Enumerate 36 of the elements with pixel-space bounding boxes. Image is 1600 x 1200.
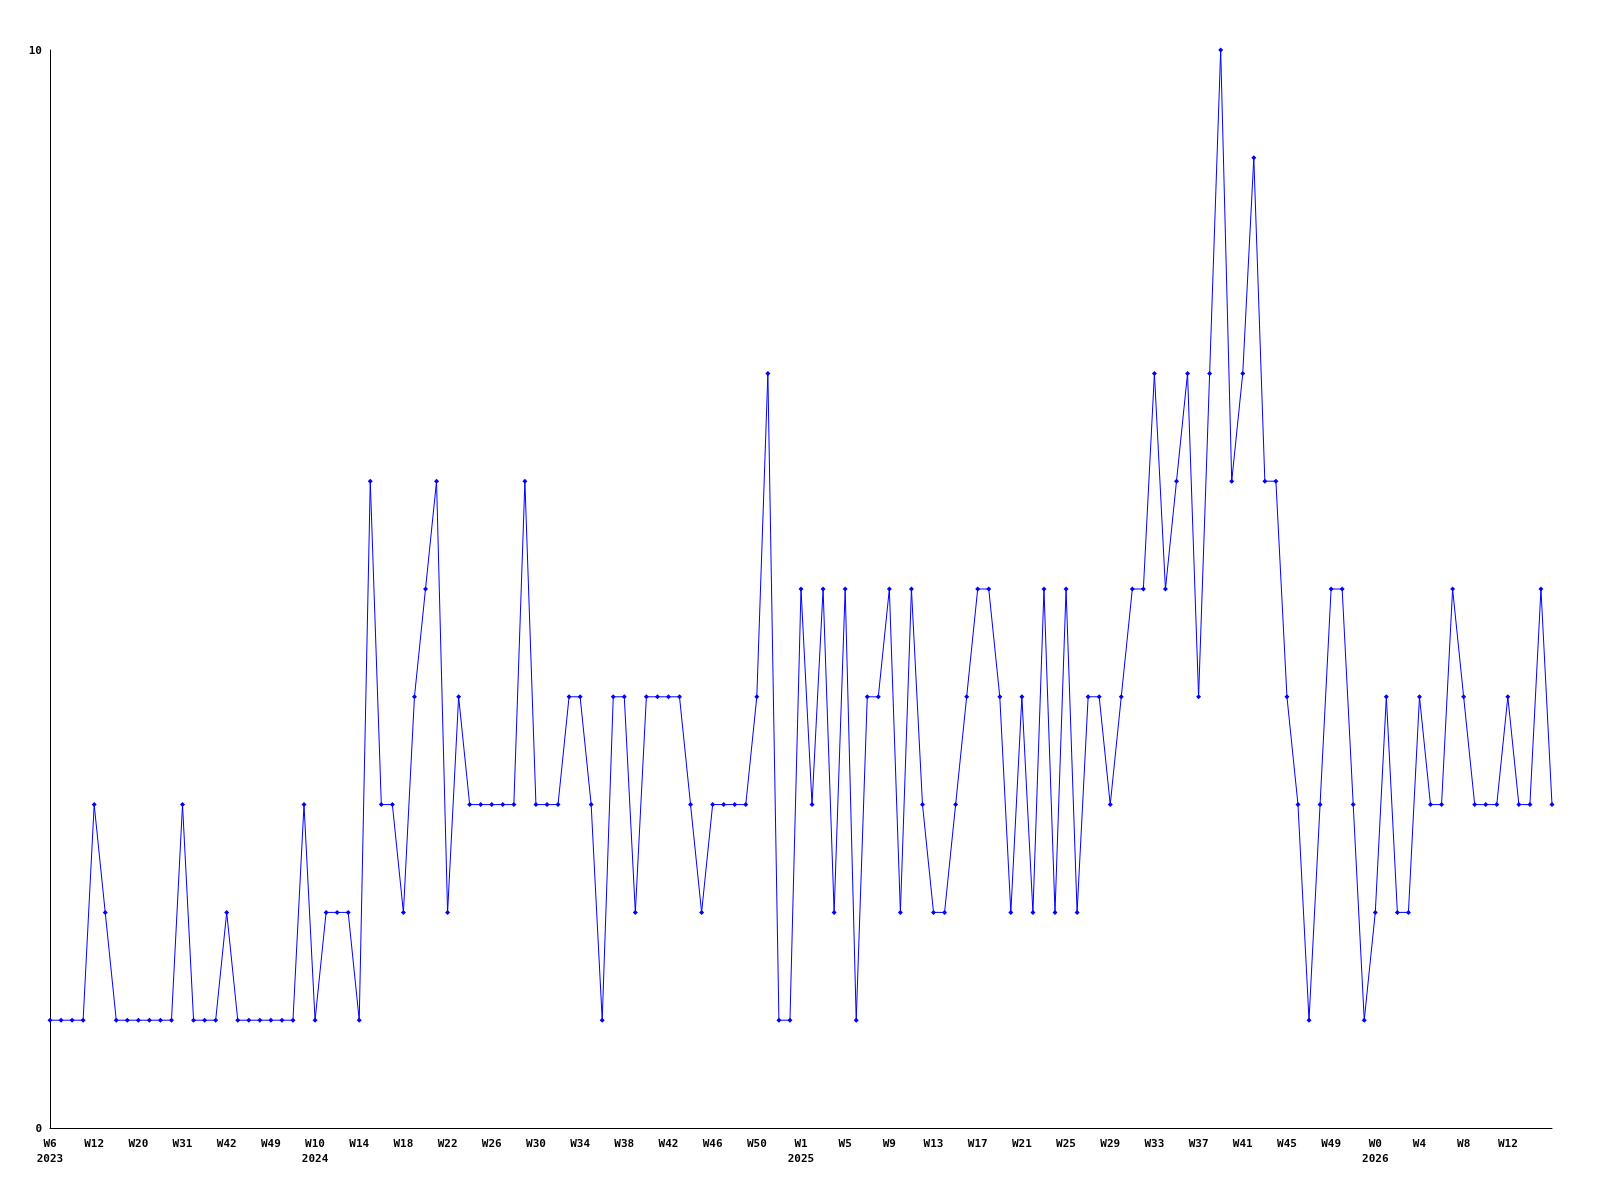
x-tick-label: W4 [1412, 1137, 1427, 1150]
x-tick-label: W33 [1144, 1137, 1165, 1150]
x-tick-label: W13 [923, 1137, 944, 1150]
x-tick-label: W18 [393, 1137, 414, 1150]
x-tick-label: W45 [1277, 1137, 1297, 1150]
x-tick-label: W38 [614, 1137, 635, 1150]
x-tick-label: W25 [1056, 1137, 1076, 1150]
x-tick-label: W41 [1232, 1137, 1254, 1150]
x-tick-label: W22 [437, 1137, 458, 1150]
x-tick-label: W42 [216, 1137, 237, 1150]
x-tick-label: W50 [746, 1137, 767, 1150]
x-tick-label: W42 [658, 1137, 679, 1150]
x-tick-label: W46 [702, 1137, 723, 1150]
x-tick-label: W31 [172, 1137, 193, 1150]
x-tick-label: W17 [967, 1137, 988, 1150]
x-tick-label: W29 [1100, 1137, 1121, 1150]
x-tick-label: W30 [526, 1137, 546, 1150]
x-tick-label: W8 [1457, 1137, 1471, 1150]
x-tick-label: W6 2023 [36, 1137, 64, 1165]
x-tick-label: W1 2025 [787, 1137, 815, 1165]
x-tick-label: W0 2026 [1362, 1137, 1389, 1165]
y-tick-label: 10 [28, 43, 42, 57]
x-tick-label: W5 [838, 1137, 852, 1150]
x-tick-label: W12 [84, 1137, 105, 1150]
y-tick-label: 0 [35, 1121, 42, 1135]
x-tick-label: W21 [1011, 1137, 1033, 1150]
x-tick-label: W14 [349, 1137, 370, 1150]
x-tick-label: W9 [882, 1137, 896, 1150]
x-tick-label: W49 [260, 1137, 281, 1150]
x-tick-label: W37 [1188, 1137, 1209, 1150]
x-tick-label: W49 [1321, 1137, 1342, 1150]
x-tick-label: W20 [128, 1137, 149, 1150]
x-tick-label: W34 [570, 1137, 591, 1150]
x-tick-label: W10 2024 [301, 1137, 329, 1165]
x-tick-label: W12 [1497, 1137, 1518, 1150]
x-tick-label: W26 [481, 1137, 503, 1150]
